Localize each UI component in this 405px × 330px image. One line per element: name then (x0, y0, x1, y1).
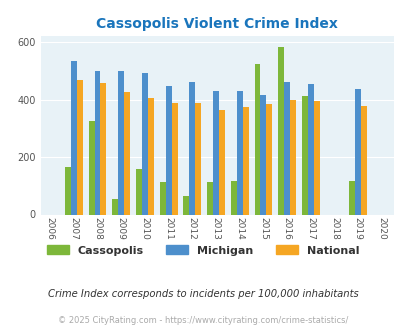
Bar (277, 47, 284, 214)
Legend: Cassopolis, Michigan, National: Cassopolis, Michigan, National (42, 241, 363, 260)
Bar (171, 103, 177, 214)
Bar (360, 106, 366, 214)
Bar (195, 103, 201, 214)
Bar (165, 86, 171, 214)
Bar (301, 96, 307, 214)
Bar (147, 98, 153, 214)
Bar (290, 100, 295, 214)
Text: © 2025 CityRating.com - https://www.cityrating.com/crime-statistics/: © 2025 CityRating.com - https://www.city… (58, 316, 347, 325)
Bar (349, 181, 354, 214)
Bar (118, 71, 124, 215)
Bar (284, 82, 290, 214)
Bar (88, 121, 94, 214)
Bar (313, 101, 319, 214)
Bar (159, 182, 165, 214)
Bar (77, 80, 83, 214)
Bar (183, 196, 189, 214)
Bar (236, 91, 242, 214)
Bar (354, 89, 360, 214)
Bar (189, 82, 195, 214)
Bar (254, 64, 260, 214)
Bar (100, 83, 106, 214)
Bar (124, 92, 130, 214)
Bar (65, 167, 70, 214)
Bar (230, 181, 236, 214)
Bar (242, 107, 248, 214)
Bar (307, 84, 313, 214)
Bar (112, 199, 118, 214)
Bar (142, 73, 147, 215)
Bar (213, 91, 218, 214)
Bar (70, 61, 77, 214)
Bar (136, 169, 142, 214)
Text: Crime Index corresponds to incidents per 100,000 inhabitants: Crime Index corresponds to incidents per… (47, 289, 358, 299)
Bar (207, 182, 213, 214)
Bar (218, 110, 224, 214)
Bar (94, 71, 100, 214)
Bar (266, 104, 272, 214)
Bar (260, 95, 266, 214)
Title: Cassopolis Violent Crime Index: Cassopolis Violent Crime Index (96, 17, 337, 31)
